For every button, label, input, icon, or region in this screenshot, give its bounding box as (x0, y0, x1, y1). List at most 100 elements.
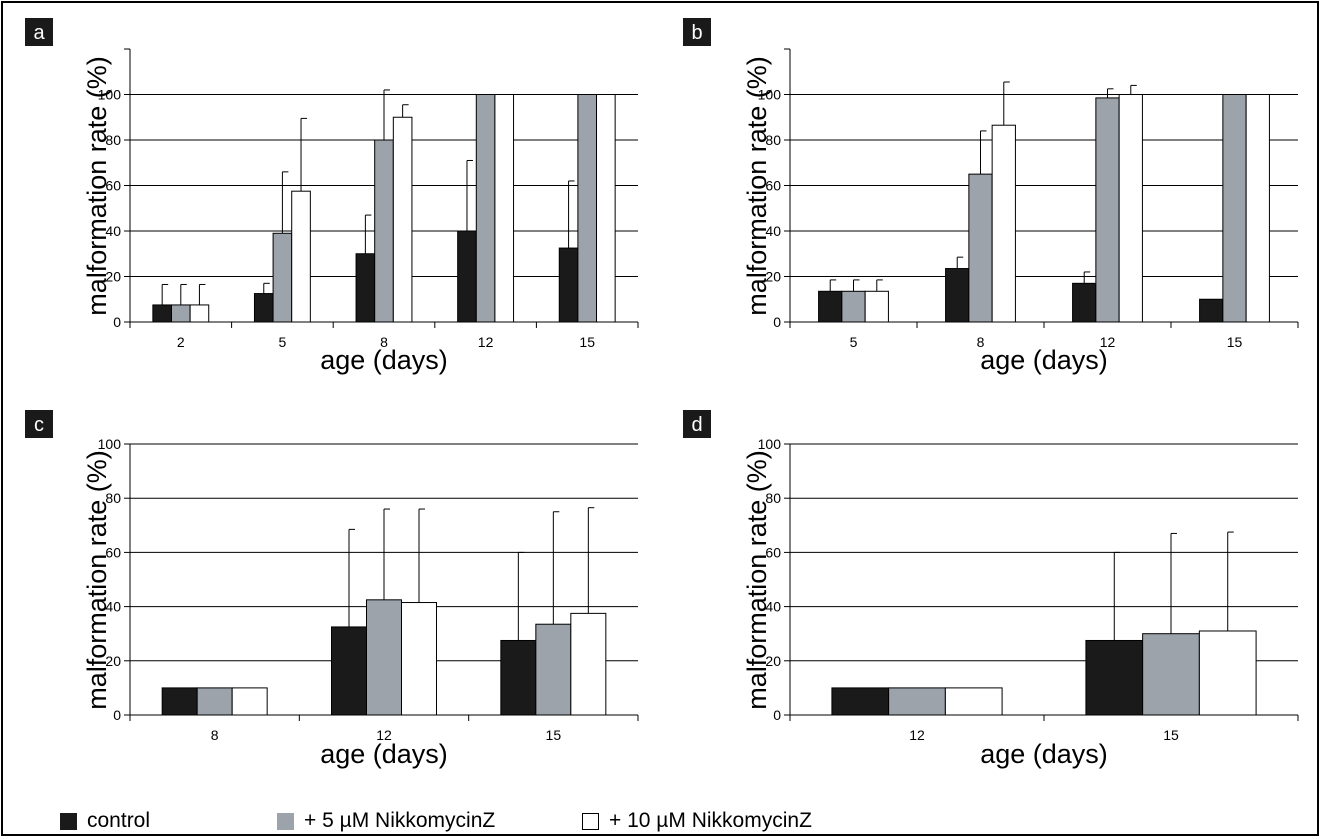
bar-control-5 (253, 293, 274, 323)
bar-nikko5-12 (888, 687, 946, 716)
y-tick-label: 20 (105, 269, 121, 285)
bar-nikko10-15 (1245, 94, 1270, 323)
x-axis-title: age (days) (980, 345, 1108, 375)
bar-nikko5-15 (535, 623, 572, 716)
panel-badge (25, 410, 53, 438)
legend-swatch-control (60, 812, 77, 830)
chart-panel-b: 0 20 40 60 80 100 5 8 12 15 age (days) malformation… (683, 18, 1299, 375)
legend-item-nikko10: + 10 µM NikkomycinZ (582, 806, 812, 836)
y-tick-label: 0 (773, 707, 781, 723)
y-tick-label: 100 (758, 87, 782, 103)
x-tick-label: 12 (1100, 334, 1116, 350)
y-tick-label: 20 (105, 653, 121, 669)
y-axis-title: malformation rate (%) (82, 56, 112, 316)
bar-control-8 (355, 253, 376, 323)
y-tick-label: 80 (105, 490, 121, 506)
y-tick-label: 20 (765, 269, 781, 285)
legend-swatch-nikko10 (582, 812, 599, 830)
bar-nikko5-8 (196, 687, 233, 716)
bar-control-15 (558, 247, 579, 323)
panel-badge (683, 410, 711, 438)
x-axis-title: age (days) (320, 345, 448, 375)
bar-nikko5-2 (170, 304, 191, 323)
chart-panel-d: 0 20 40 60 80 100 12 15 age (days) malformation r… (683, 410, 1299, 769)
bar-nikko10-8 (231, 687, 268, 716)
bar-nikko5-8 (374, 139, 394, 323)
chart-panel-c: 0 20 40 60 80 100 8 12 15 age (days) malformation … (25, 410, 639, 769)
bar-nikko5-12 (475, 94, 496, 323)
y-axis-title: malformation rate (%) (742, 56, 772, 316)
legend-item-control: control (60, 806, 150, 836)
bar-control-12 (831, 687, 890, 716)
x-tick-label: 15 (579, 334, 595, 350)
y-tick-label: 0 (113, 707, 121, 723)
y-tick-label: 40 (765, 223, 781, 239)
bar-nikko10-15 (1198, 630, 1257, 716)
bar-control-12 (1072, 282, 1097, 323)
bar-nikko10-2 (189, 304, 210, 323)
legend-label-nikko5: + 5 µM NikkomycinZ (304, 809, 496, 832)
bar-nikko5-5 (841, 290, 866, 323)
y-tick-label: 100 (758, 436, 782, 452)
x-axis-title: age (days) (320, 739, 448, 769)
bar-control-15 (500, 639, 537, 716)
bar-nikko5-15 (577, 94, 598, 323)
y-tick-label: 20 (765, 653, 781, 669)
panel-badge-label: a (33, 22, 45, 44)
y-tick-label: 40 (765, 599, 781, 615)
y-tick-label: 80 (765, 132, 781, 148)
bar-nikko10-12 (1118, 94, 1143, 323)
x-tick-label: 12 (376, 727, 392, 743)
bar-nikko5-12 (1095, 97, 1120, 323)
x-tick-label: 5 (850, 334, 858, 350)
legend-label-control: control (87, 809, 151, 832)
bar-nikko10-12 (494, 94, 515, 323)
y-tick-label: 60 (765, 178, 781, 194)
bar-nikko5-15 (1222, 94, 1247, 323)
y-tick-label: 100 (98, 436, 122, 452)
x-tick-label: 8 (211, 727, 219, 743)
panel-badge-label: d (691, 414, 702, 436)
bar-nikko10-15 (570, 612, 607, 716)
y-tick-label: 80 (105, 132, 121, 148)
y-tick-label: 60 (105, 544, 121, 560)
x-axis-title: age (days) (980, 739, 1108, 769)
bar-nikko5-8 (968, 173, 993, 323)
bar-control-15 (1085, 639, 1144, 716)
bar-control-8 (945, 268, 970, 323)
bar-control-5 (818, 290, 843, 323)
bar-nikko10-5 (864, 290, 889, 323)
panel-badge (683, 18, 711, 46)
panel-badge-label: c (34, 414, 44, 436)
y-tick-label: 60 (105, 178, 121, 194)
x-tick-label: 2 (177, 334, 185, 350)
bar-nikko10-12 (944, 687, 1003, 716)
y-axis-title: malformation rate (%) (82, 450, 112, 710)
x-tick-label: 8 (380, 334, 388, 350)
legend-swatch-nikko5 (277, 812, 294, 830)
bar-nikko10-5 (291, 190, 311, 323)
bar-nikko10-8 (991, 124, 1016, 323)
y-tick-label: 40 (105, 223, 121, 239)
x-tick-label: 5 (279, 334, 287, 350)
bar-control-12 (331, 626, 368, 716)
legend-label-nikko10: + 10 µM NikkomycinZ (609, 809, 812, 832)
panel-badge-label: b (691, 22, 702, 44)
x-tick-label: 12 (909, 727, 925, 743)
x-tick-label: 12 (478, 334, 494, 350)
bar-control-15 (1199, 298, 1224, 323)
bar-control-8 (161, 687, 198, 716)
bar-nikko10-12 (400, 602, 437, 716)
x-tick-label: 8 (977, 334, 985, 350)
legend-item-nikko5: + 5 µM NikkomycinZ (277, 806, 495, 836)
x-tick-label: 15 (546, 727, 562, 743)
bar-nikko10-15 (596, 94, 616, 323)
y-tick-label: 60 (765, 544, 781, 560)
bar-nikko5-5 (272, 232, 293, 323)
y-tick-label: 80 (765, 490, 781, 506)
x-tick-label: 15 (1163, 727, 1179, 743)
bar-control-12 (457, 230, 477, 323)
chart-panel-a: 0 20 40 60 80 100 2 5 8 12 15 age (days) malformatio… (25, 18, 639, 375)
y-tick-label: 0 (773, 314, 781, 330)
